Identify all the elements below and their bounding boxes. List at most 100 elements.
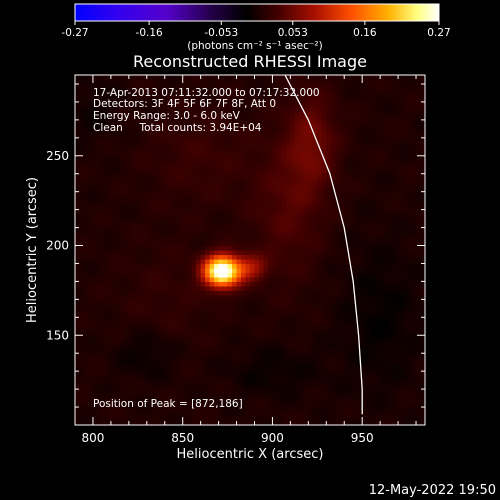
heatmap-cell (79, 308, 85, 314)
heatmap-cell (339, 160, 345, 166)
heatmap-cell (209, 330, 215, 336)
heatmap-cell (317, 250, 323, 256)
heatmap-cell (272, 182, 278, 188)
heatmap-cell (83, 155, 90, 161)
heatmap-cell (205, 232, 211, 238)
heatmap-cell (151, 339, 157, 345)
heatmap-cell (357, 218, 363, 224)
heatmap-cell (263, 389, 269, 395)
heatmap-cell (330, 362, 336, 368)
heatmap-cell (294, 164, 300, 170)
heatmap-cell (110, 205, 116, 211)
heatmap-cell (267, 146, 274, 152)
heatmap-cell (312, 124, 318, 130)
heatmap-cell (101, 236, 108, 242)
heatmap-cell (88, 339, 94, 345)
heatmap-cell (330, 366, 336, 372)
heatmap-cell (232, 308, 238, 314)
heatmap-cell (245, 182, 251, 188)
heatmap-cell (209, 142, 215, 148)
heatmap-cell (290, 227, 296, 233)
heatmap-cell (357, 137, 363, 143)
heatmap-cell (155, 83, 161, 90)
heatmap-cell (236, 258, 242, 265)
heatmap-cell (209, 128, 215, 134)
heatmap-cell (155, 92, 161, 99)
heatmap-cell (133, 173, 139, 179)
heatmap-cell (119, 294, 125, 300)
heatmap-cell (258, 169, 265, 175)
heatmap-cell (200, 330, 206, 336)
heatmap-cell (191, 407, 197, 413)
heatmap-cell (267, 164, 274, 170)
heatmap-cell (209, 160, 215, 166)
heatmap-cell (106, 164, 112, 170)
heatmap-cell (263, 398, 269, 404)
heatmap-cell (267, 407, 274, 413)
heatmap-cell (178, 344, 184, 350)
heatmap-cell (146, 200, 152, 206)
heatmap-cell (299, 303, 305, 309)
heatmap-cell (308, 393, 314, 399)
heatmap-cell (196, 416, 202, 422)
heatmap-cell (164, 97, 170, 103)
heatmap-cell (173, 272, 179, 278)
heatmap-cell (97, 200, 103, 206)
heatmap-cell (124, 353, 130, 359)
heatmap-cell (101, 187, 108, 193)
heatmap-cell (133, 182, 139, 188)
heatmap-cell (335, 101, 341, 108)
heatmap-cell (317, 169, 323, 175)
heatmap-cell (308, 420, 314, 425)
heatmap-cell (101, 330, 108, 336)
heatmap-cell (232, 348, 238, 354)
heatmap-cell (223, 128, 229, 134)
heatmap-cell (169, 276, 175, 283)
heatmap-cell (276, 155, 283, 161)
heatmap-cell (272, 366, 278, 372)
heatmap-cell (236, 200, 242, 206)
heatmap-cell (290, 303, 296, 309)
heatmap-cell (281, 317, 287, 323)
heatmap-cell (196, 281, 202, 287)
heatmap-cell (223, 290, 229, 296)
heatmap-cell (151, 155, 157, 161)
heatmap-cell (236, 160, 242, 166)
heatmap-cell (79, 375, 85, 381)
heatmap-cell (196, 119, 202, 125)
heatmap-cell (254, 155, 260, 161)
heatmap-cell (119, 303, 125, 309)
heatmap-cell (250, 205, 256, 211)
heatmap-cell (196, 272, 202, 278)
heatmap-cell (294, 344, 300, 350)
heatmap-cell (321, 164, 327, 170)
heatmap-cell (137, 366, 143, 372)
heatmap-cell (196, 362, 202, 368)
heatmap-cell (169, 146, 175, 152)
heatmap-cell (79, 294, 85, 300)
heatmap-cell (232, 411, 238, 417)
heatmap-cell (290, 169, 296, 175)
heatmap-cell (205, 250, 211, 256)
heatmap-cell (326, 335, 332, 341)
heatmap-cell (335, 164, 341, 170)
heatmap-cell (267, 398, 274, 404)
heatmap-cell (205, 411, 211, 417)
heatmap-cell (303, 128, 309, 134)
heatmap-cell (182, 128, 188, 134)
heatmap-cell (227, 411, 233, 417)
heatmap-cell (106, 294, 112, 300)
heatmap-cell (317, 362, 323, 368)
heatmap-cell (88, 254, 94, 260)
heatmap-cell (137, 110, 143, 116)
heatmap-cell (137, 214, 143, 220)
heatmap-cell (155, 281, 161, 287)
heatmap-cell (79, 75, 85, 81)
heatmap-cell (281, 110, 287, 116)
heatmap-cell (232, 79, 238, 85)
heatmap-cell (164, 344, 170, 350)
heatmap-cell (227, 79, 233, 85)
heatmap-cell (299, 88, 305, 94)
heatmap-cell (200, 353, 206, 359)
heatmap-cell (258, 75, 265, 81)
